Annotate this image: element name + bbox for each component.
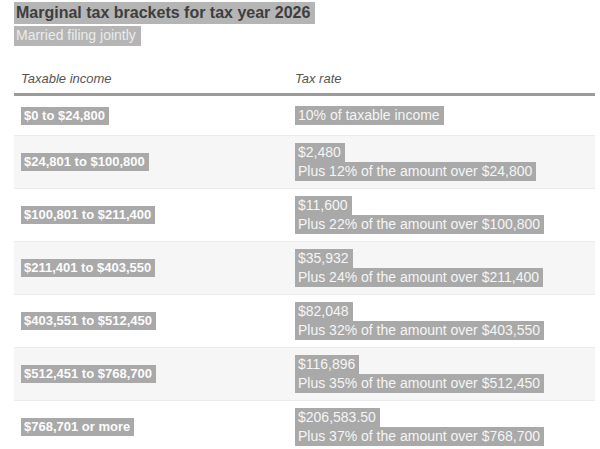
- tax-rate-text: Plus 32% of the amount over $403,550: [295, 321, 544, 340]
- tax-rate-text: $206,583.50: [295, 408, 380, 427]
- tax-rate-text: Plus 22% of the amount over $100,800: [295, 215, 544, 234]
- table-row: $100,801 to $211,400 $11,600Plus 22% of t…: [14, 188, 595, 241]
- tax-rate-text: $82,048: [295, 302, 353, 321]
- tax-brackets-table: $0 to $24,800 10% of taxable income $24,80…: [14, 96, 595, 449]
- tax-rate-text: Plus 35% of the amount over $512,450: [295, 374, 544, 393]
- tax-rate-cell: $11,600Plus 22% of the amount over $100,…: [288, 196, 595, 234]
- income-range-cell: $100,801 to $211,400: [14, 206, 288, 224]
- page-title: Marginal tax brackets for tax year 2026: [14, 3, 595, 23]
- tax-rate-text: $11,600: [295, 196, 352, 215]
- income-range-text: $100,801 to $211,400: [21, 206, 155, 224]
- tax-brackets-page: Marginal tax brackets for tax year 2026 …: [0, 0, 600, 449]
- tax-rate-cell: $82,048Plus 32% of the amount over $403,…: [288, 302, 595, 340]
- page-subtitle: Married filing jointly: [14, 27, 595, 44]
- tax-rate-cell: $116,896Plus 35% of the amount over $512…: [288, 355, 595, 393]
- income-range-cell: $512,451 to $768,700: [14, 365, 288, 383]
- tax-rate-text: 10% of taxable income: [295, 106, 444, 125]
- income-range-text: $0 to $24,800: [21, 107, 109, 125]
- table-row: $211,401 to $403,550 $35,932Plus 24% of t…: [14, 241, 595, 294]
- table-row: $24,801 to $100,800 $2,480Plus 12% of the…: [14, 135, 595, 188]
- table-row: $512,451 to $768,700 $116,896Plus 35% of …: [14, 347, 595, 400]
- tax-rate-text: Plus 24% of the amount over $211,400: [295, 268, 543, 287]
- income-range-text: $211,401 to $403,550: [21, 259, 155, 277]
- tax-rate-text: Plus 12% of the amount over $24,800: [295, 162, 536, 181]
- table-row: $403,551 to $512,450 $82,048Plus 32% of t…: [14, 294, 595, 347]
- income-range-text: $24,801 to $100,800: [21, 153, 149, 171]
- income-range-cell: $211,401 to $403,550: [14, 259, 288, 277]
- tax-rate-text: $2,480: [295, 143, 345, 162]
- tax-rate-cell: 10% of taxable income: [288, 106, 595, 125]
- income-range-cell: $403,551 to $512,450: [14, 312, 288, 330]
- table-header: Taxable income Tax rate: [14, 71, 595, 86]
- column-header-tax-rate: Tax rate: [288, 71, 595, 86]
- table-row: $768,701 or more $206,583.50Plus 37% of t…: [14, 400, 595, 449]
- tax-rate-cell: $2,480Plus 12% of the amount over $24,80…: [288, 143, 595, 181]
- tax-rate-cell: $206,583.50Plus 37% of the amount over $…: [288, 408, 595, 446]
- page-title-text: Marginal tax brackets for tax year 2026: [14, 2, 315, 24]
- filing-status-text: Married filing jointly: [14, 26, 141, 46]
- income-range-text: $512,451 to $768,700: [21, 365, 156, 383]
- income-range-cell: $768,701 or more: [14, 418, 288, 436]
- column-header-taxable-income: Taxable income: [14, 71, 288, 86]
- tax-rate-text: $116,896: [295, 355, 359, 374]
- income-range-text: $403,551 to $512,450: [21, 312, 156, 330]
- table-row: $0 to $24,800 10% of taxable income: [14, 96, 595, 135]
- tax-rate-cell: $35,932Plus 24% of the amount over $211,…: [288, 249, 595, 287]
- tax-rate-text: $35,932: [295, 249, 353, 268]
- tax-rate-text: Plus 37% of the amount over $768,700: [295, 427, 544, 446]
- income-range-cell: $24,801 to $100,800: [14, 153, 288, 171]
- income-range-cell: $0 to $24,800: [14, 107, 288, 125]
- income-range-text: $768,701 or more: [21, 418, 134, 436]
